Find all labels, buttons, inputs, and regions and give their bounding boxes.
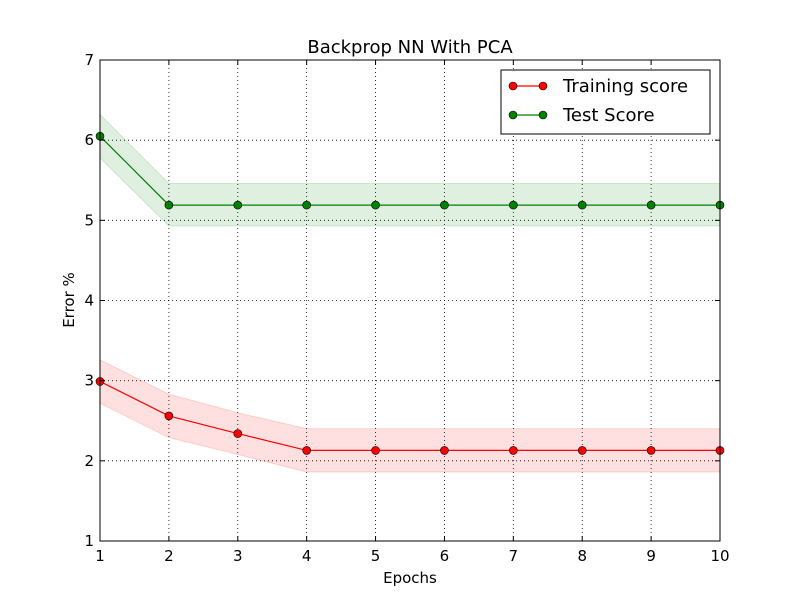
point-series-1 [233,200,243,210]
x-tick-label: 7 [509,547,519,565]
x-tick-label: 5 [371,547,381,565]
point-series-1 [164,200,174,210]
y-tick-label: 7 [84,51,94,69]
point-series-0 [577,446,587,455]
legend-label-training: Training score [562,76,688,97]
y-tick-label: 2 [84,452,94,470]
line-series-1 [99,135,720,206]
point-series-0 [164,411,174,421]
point-series-1 [577,200,587,210]
x-tick-label: 4 [302,547,312,565]
x-tick-label: 9 [646,547,656,565]
x-tick-label: 3 [233,547,243,565]
legend-marker-test [508,110,518,120]
legend-box [500,69,711,135]
y-tick-label: 3 [84,372,94,390]
y-tick-label: 5 [84,211,94,229]
point-series-1 [509,200,518,210]
legend-marker-training [538,81,548,91]
x-tick-label: 6 [440,547,450,565]
y-tick-label: 1 [84,532,94,550]
x-axis-label: Epochs [383,569,437,587]
line-series-0 [99,380,720,452]
point-series-0 [302,446,311,455]
point-series-0 [233,429,243,438]
y-axis-label: Error % [60,272,78,328]
tick-labels: 1 2 3 4 5 6 7 8 9 10 1 2 3 4 5 6 7 [84,51,729,565]
point-series-0 [440,446,449,455]
series-lines [99,135,720,452]
point-series-1 [302,200,311,210]
point-series-1 [440,200,449,210]
x-tick-label: 1 [95,547,105,565]
legend-label-test: Test Score [562,105,655,126]
point-series-1 [371,200,380,210]
x-tick-label: 8 [577,547,587,565]
legend-marker-test [538,110,548,120]
chart-title: Backprop NN With PCA [307,37,513,58]
legend-marker-training [508,81,518,91]
point-series-0 [646,446,656,455]
x-tick-label: 10 [710,547,729,565]
x-tick-label: 2 [164,547,174,565]
point-series-1 [646,200,656,210]
y-tick-label: 6 [84,131,94,149]
y-tick-label: 4 [84,292,94,310]
point-series-0 [371,446,380,455]
point-series-0 [509,446,518,455]
series-points [95,131,725,455]
grid [100,60,720,541]
axis-ticks [99,59,721,542]
legend: Training score Test Score [500,69,711,135]
